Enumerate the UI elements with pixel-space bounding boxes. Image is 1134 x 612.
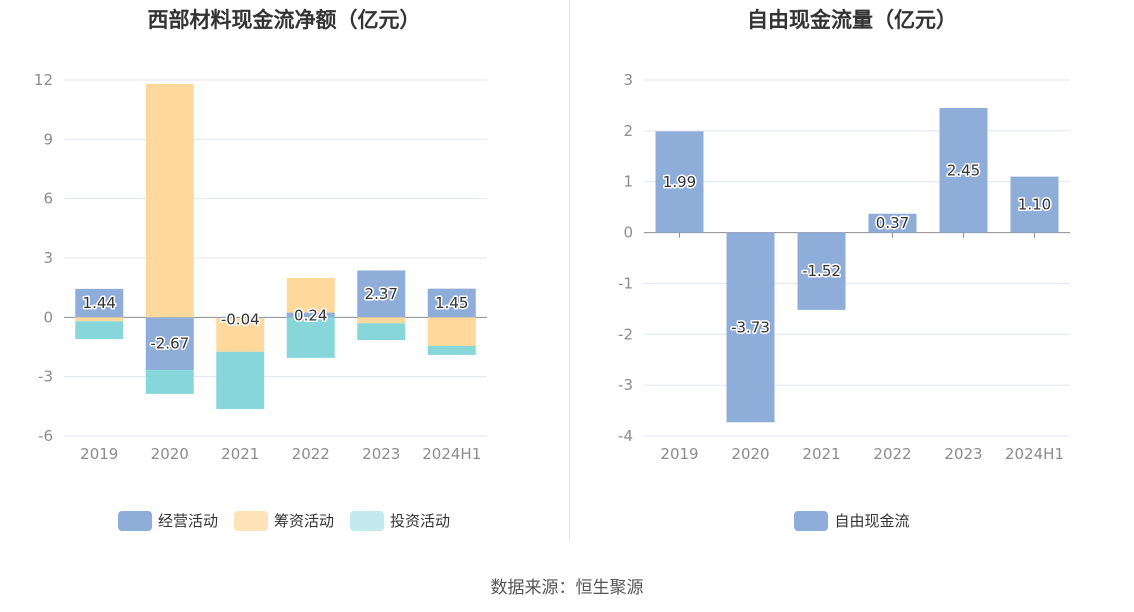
y-tick-label: -3 (38, 368, 53, 386)
x-tick-label: 2021 (221, 445, 259, 463)
legend-item[interactable]: 自由现金流 (794, 510, 910, 531)
data-label: 2.45 (947, 161, 980, 179)
bar (286, 317, 335, 358)
bar (357, 317, 406, 324)
data-label: 1.99 (663, 173, 696, 191)
legend-label: 筹资活动 (273, 512, 334, 530)
bar (797, 232, 846, 310)
y-tick-label: 0 (43, 308, 53, 326)
data-label: 2.37 (365, 285, 398, 303)
bar (75, 317, 124, 322)
bar (726, 232, 775, 423)
legend-item[interactable]: 筹资活动 (233, 510, 334, 531)
x-tick-label: 2024H1 (422, 445, 481, 463)
bar (286, 312, 335, 318)
bar (868, 213, 917, 233)
x-tick-label: 2020 (151, 445, 189, 463)
cashflow-chart: 12 9 6 3 0 -3 -6 2019 2020 2021 2022 2023 2024H1 1.44… (34, 71, 487, 463)
cashflow-chart-panel: 西部材料现金流净额（亿元） 12 9 6 3 0 -3 -6 2019 2020 2021 2022… (0, 0, 568, 540)
data-label: -0.04 (221, 310, 260, 328)
x-tick-label: 2019 (660, 445, 698, 463)
y-tick-label: 12 (34, 71, 53, 89)
data-label: -3.73 (731, 318, 770, 336)
x-tick-label: 2019 (80, 445, 118, 463)
bar (216, 317, 265, 319)
bar (145, 83, 194, 318)
data-label: -1.52 (802, 262, 841, 280)
y-tick-label: -2 (618, 325, 633, 343)
bar (145, 317, 194, 371)
y-tick-label: 6 (43, 190, 53, 208)
y-tick-label: -4 (618, 427, 633, 445)
bar (286, 277, 335, 313)
legend-swatch (117, 510, 152, 531)
bar (75, 288, 124, 318)
legend: 自由现金流 (570, 510, 1134, 531)
legend: 经营活动 筹资活动 投资活动 (0, 510, 568, 531)
x-tick-label: 2020 (731, 445, 769, 463)
legend-item[interactable]: 经营活动 (117, 510, 218, 531)
y-tick-label: 3 (623, 71, 633, 89)
data-label: 1.45 (435, 294, 468, 312)
data-label: 0.24 (294, 306, 327, 324)
bar (939, 107, 988, 233)
x-tick-label: 2022 (292, 445, 330, 463)
bar (427, 288, 476, 318)
source-note: 数据来源：恒生聚源 (490, 578, 644, 598)
legend-label: 投资活动 (390, 512, 451, 530)
bar (145, 370, 194, 394)
free-cashflow-chart-panel: 自由现金流量（亿元） 3 2 1 0 -1 -2 -3 -4 2019 2020 2021 2022 2… (570, 0, 1134, 540)
bar (357, 323, 406, 341)
bar (655, 131, 704, 233)
chart-title: 自由现金流量（亿元） (747, 8, 957, 32)
data-label: 1.10 (1018, 196, 1051, 214)
x-tick-label: 2024H1 (1005, 445, 1064, 463)
legend-item[interactable]: 投资活动 (350, 510, 450, 531)
bar (1010, 176, 1059, 233)
y-tick-label: -3 (618, 376, 633, 394)
legend-swatch (233, 510, 268, 531)
panel-divider (569, 0, 570, 542)
bar (427, 317, 476, 347)
y-tick-label: 2 (623, 122, 633, 140)
x-tick-label: 2022 (873, 445, 911, 463)
data-label: 0.37 (876, 214, 909, 232)
y-tick-label: 0 (623, 224, 633, 242)
data-label: 1.44 (83, 294, 116, 312)
bar (357, 270, 406, 318)
x-tick-label: 2021 (802, 445, 840, 463)
bar (216, 318, 265, 352)
legend-label: 自由现金流 (834, 512, 910, 530)
y-tick-label: 3 (43, 249, 53, 267)
y-tick-label: 1 (623, 173, 633, 191)
y-tick-label: 9 (43, 130, 53, 148)
data-label: -2.67 (150, 335, 189, 353)
legend-swatch (794, 510, 829, 531)
free-cashflow-chart: 3 2 1 0 -1 -2 -3 -4 2019 2020 2021 2022 2023 2024H1 1.… (618, 71, 1070, 463)
x-tick-label: 2023 (944, 445, 982, 463)
y-tick-label: -1 (618, 274, 633, 292)
bar (216, 351, 265, 410)
y-tick-label: -6 (38, 427, 53, 445)
x-tick-label: 2023 (362, 445, 400, 463)
bar (427, 346, 476, 355)
chart-title: 西部材料现金流净额（亿元） (147, 8, 421, 32)
bar (75, 321, 124, 340)
legend-swatch (350, 510, 384, 531)
legend-label: 经营活动 (157, 512, 218, 530)
